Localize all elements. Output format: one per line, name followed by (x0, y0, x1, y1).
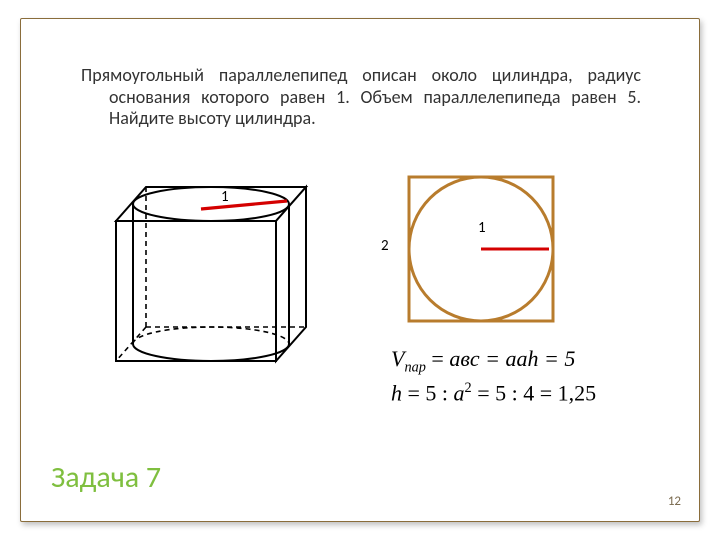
figure-2d (401, 169, 561, 329)
figure-3d-radius-label: 1 (221, 188, 229, 206)
formula-h: h (391, 380, 402, 405)
formula-V: V (391, 346, 404, 371)
formula-rhs1: aвc = aah = 5 (449, 346, 575, 371)
figure-3d (81, 169, 331, 399)
slide-title: Задача 7 (51, 459, 161, 496)
formula-volume: Vпар = aвc = aah = 5 (391, 346, 575, 376)
formula-eq2: = 5 : (402, 380, 454, 405)
page-number: 12 (668, 494, 681, 509)
formula-V-sub: пар (404, 359, 425, 375)
formula-a: a (454, 380, 465, 405)
figure-2d-radius-label: 1 (478, 219, 486, 237)
formula-a-sup: 2 (465, 380, 472, 396)
problem-text: Прямоугольный параллелепипед описан окол… (81, 65, 641, 130)
figure-2d-side-label: 2 (381, 237, 389, 255)
formula-height: h = 5 : a2 = 5 : 4 = 1,25 (391, 380, 596, 406)
slide-frame: Прямоугольный параллелепипед описан окол… (20, 18, 700, 522)
formula-rest2: = 5 : 4 = 1,25 (472, 380, 596, 405)
formula-eq1: = (426, 346, 449, 371)
